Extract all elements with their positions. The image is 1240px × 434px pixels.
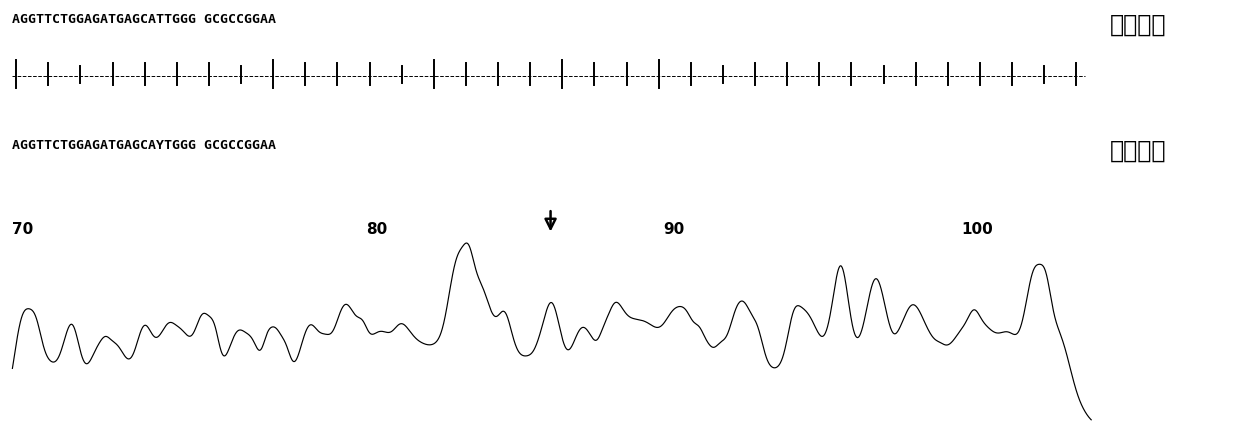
Text: 80: 80 [366,221,387,237]
Text: 100: 100 [961,221,993,237]
Text: 患者序列: 患者序列 [1110,139,1167,163]
Text: AGGTTCTGGAGATGAGCAYTGGG GCGCCGGAA: AGGTTCTGGAGATGAGCAYTGGG GCGCCGGAA [12,139,277,152]
Text: AGGTTCTGGAGATGAGCATTGGG GCGCCGGAA: AGGTTCTGGAGATGAGCATTGGG GCGCCGGAA [12,13,277,26]
Text: 70: 70 [12,221,33,237]
Text: 正常序列: 正常序列 [1110,13,1167,37]
Text: 90: 90 [663,221,684,237]
